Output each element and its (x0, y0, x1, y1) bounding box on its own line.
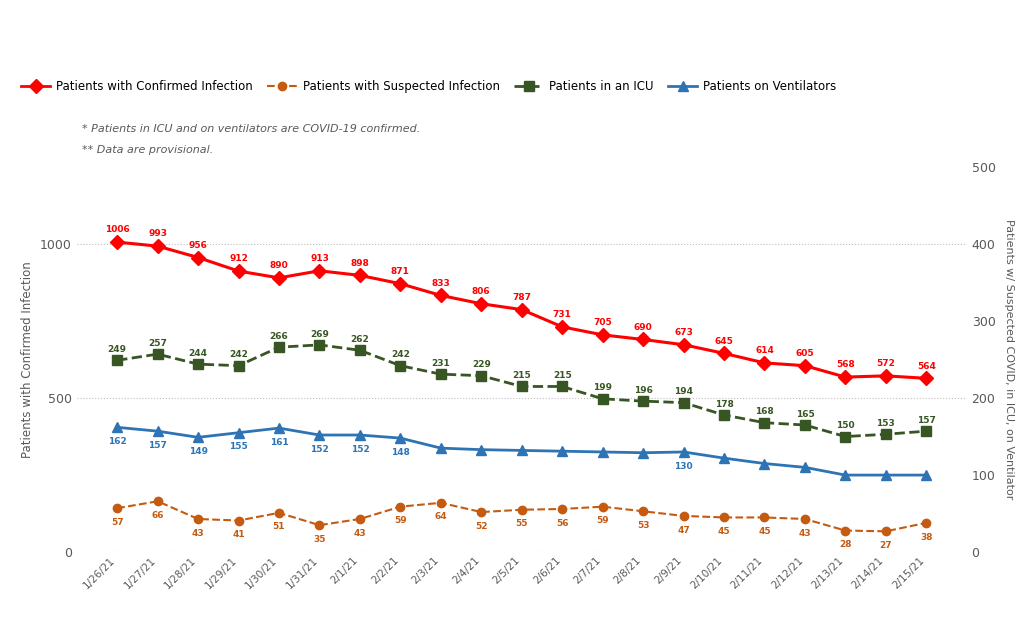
Text: 28: 28 (839, 540, 851, 549)
Text: 41: 41 (232, 530, 244, 539)
Text: 38: 38 (920, 532, 933, 541)
Text: 56: 56 (555, 519, 569, 528)
Text: 262: 262 (351, 335, 369, 344)
Text: 231: 231 (432, 359, 450, 368)
Text: 605: 605 (796, 349, 814, 358)
Text: 152: 152 (310, 445, 328, 454)
Text: 149: 149 (188, 447, 208, 456)
Text: 150: 150 (836, 421, 854, 430)
Text: 242: 242 (229, 351, 248, 360)
Text: 27: 27 (880, 541, 892, 550)
Text: 266: 266 (270, 332, 288, 341)
Text: 66: 66 (151, 511, 164, 520)
Text: 51: 51 (273, 523, 285, 532)
Text: 229: 229 (472, 360, 491, 369)
Text: 913: 913 (310, 254, 328, 263)
Text: 568: 568 (836, 360, 855, 369)
Text: ** Data are provisional.: ** Data are provisional. (82, 145, 213, 155)
Text: 165: 165 (796, 410, 814, 419)
Text: 564: 564 (917, 361, 936, 370)
Text: 52: 52 (475, 522, 488, 531)
Text: 787: 787 (513, 293, 531, 302)
Y-axis label: Patients with Confirmed Infection: Patients with Confirmed Infection (21, 261, 35, 458)
Text: 178: 178 (715, 400, 733, 409)
Text: 43: 43 (799, 528, 811, 537)
Text: 806: 806 (472, 287, 491, 296)
Text: 690: 690 (633, 323, 653, 332)
Text: 731: 731 (552, 310, 572, 319)
Text: 673: 673 (674, 328, 693, 337)
Text: 890: 890 (270, 261, 288, 270)
Text: 35: 35 (313, 535, 325, 544)
Text: 161: 161 (270, 438, 288, 447)
Text: 1006: 1006 (104, 225, 130, 234)
Text: 912: 912 (229, 254, 248, 263)
Text: 45: 45 (718, 527, 730, 536)
Text: 53: 53 (637, 521, 650, 530)
Text: 162: 162 (107, 437, 127, 446)
Text: 242: 242 (391, 351, 410, 360)
Text: 64: 64 (435, 512, 447, 521)
Text: 572: 572 (877, 359, 895, 368)
Text: 194: 194 (674, 387, 693, 396)
Text: 59: 59 (596, 516, 609, 525)
Text: 244: 244 (188, 349, 208, 358)
Text: 43: 43 (354, 528, 366, 537)
Text: 55: 55 (516, 519, 528, 528)
Text: 898: 898 (351, 259, 369, 268)
Legend: Patients with Confirmed Infection, Patients with Suspected Infection, Patients i: Patients with Confirmed Infection, Patie… (16, 76, 841, 98)
Text: * Patients in ICU and on ventilators are COVID-19 confirmed.: * Patients in ICU and on ventilators are… (82, 124, 420, 134)
Text: 157: 157 (917, 416, 936, 425)
Text: 59: 59 (394, 516, 407, 525)
Text: 168: 168 (755, 408, 773, 417)
Text: 705: 705 (593, 318, 612, 327)
Text: 45: 45 (758, 527, 770, 536)
Text: 645: 645 (715, 336, 733, 345)
Text: 833: 833 (432, 279, 450, 288)
Text: 153: 153 (877, 419, 895, 428)
Text: 956: 956 (188, 241, 208, 250)
Text: 249: 249 (107, 345, 127, 354)
Text: 43: 43 (191, 528, 205, 537)
Text: 614: 614 (755, 346, 773, 355)
Text: 152: 152 (351, 445, 369, 454)
Text: 257: 257 (148, 339, 167, 348)
Text: 155: 155 (229, 442, 248, 451)
Text: 215: 215 (552, 371, 572, 380)
Y-axis label: Patients w/ Suspected COVID, in ICU, on Ventilator: Patients w/ Suspected COVID, in ICU, on … (1004, 220, 1014, 499)
Text: COVID-19 Hospitalizations Reported by MS Hospitals, 1/26/21-2/15/21 *,**: COVID-19 Hospitalizations Reported by MS… (12, 20, 737, 38)
Text: 157: 157 (148, 441, 167, 450)
Text: 57: 57 (110, 518, 124, 527)
Text: 199: 199 (593, 383, 612, 392)
Text: 215: 215 (513, 371, 531, 380)
Text: 148: 148 (391, 447, 410, 456)
Text: 269: 269 (310, 329, 328, 338)
Text: 993: 993 (148, 229, 167, 238)
Text: 130: 130 (674, 462, 693, 471)
Text: 47: 47 (677, 526, 690, 535)
Text: 871: 871 (391, 267, 410, 276)
Text: 196: 196 (633, 386, 653, 395)
